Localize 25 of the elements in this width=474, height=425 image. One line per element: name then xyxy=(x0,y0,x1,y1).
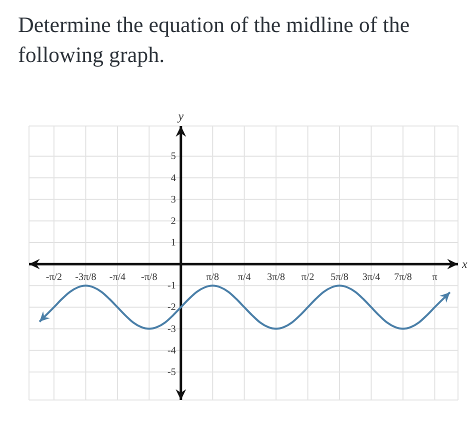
x-tick-label: 7π/8 xyxy=(394,272,412,284)
y-tick-label: -2 xyxy=(168,302,176,314)
y-axis-title: y xyxy=(177,109,184,123)
chart-title: Determine the equation of the midline of the following graph. xyxy=(17,11,411,69)
x-tick-label: -π/2 xyxy=(46,272,62,284)
x-tick-label: π xyxy=(432,272,438,284)
y-tick-label: 3 xyxy=(170,194,176,206)
x-tick-label: -3π/8 xyxy=(75,272,96,284)
y-tick-label: -4 xyxy=(168,345,176,356)
x-axis-title: x xyxy=(461,257,468,272)
x-tick-label: 3π/8 xyxy=(267,272,285,284)
y-tick-label: 1 xyxy=(170,238,176,249)
x-tick-label: -π/8 xyxy=(141,272,158,284)
x-tick-label: -π/4 xyxy=(109,272,126,284)
y-tick-label: 2 xyxy=(170,216,176,227)
y-tick-label: -5 xyxy=(168,366,176,378)
x-tick-label: 5π/8 xyxy=(330,272,348,284)
x-tick-label: π/4 xyxy=(238,272,251,284)
y-tick-label: 4 xyxy=(170,172,176,184)
x-tick-label: π/8 xyxy=(206,272,220,284)
y-tick-label: -1 xyxy=(168,280,176,292)
x-tick-label: π/2 xyxy=(301,272,314,284)
y-tick-label: 5 xyxy=(170,151,176,162)
y-tick-label: -3 xyxy=(168,324,176,335)
x-tick-label: 3π/4 xyxy=(362,272,380,284)
